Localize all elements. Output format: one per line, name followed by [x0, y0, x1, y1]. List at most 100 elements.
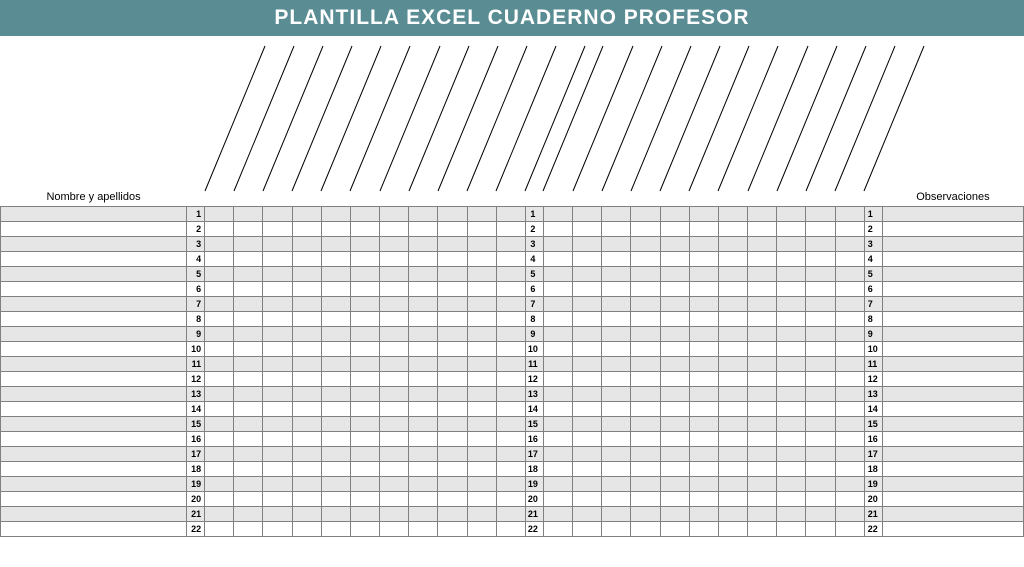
grade-cell[interactable] [543, 266, 572, 281]
grade-cell[interactable] [602, 341, 631, 356]
grade-cell[interactable] [496, 221, 525, 236]
grade-cell[interactable] [718, 431, 747, 446]
grade-cell[interactable] [438, 236, 467, 251]
grade-cell[interactable] [660, 206, 689, 221]
grade-cell[interactable] [631, 356, 660, 371]
grade-cell[interactable] [467, 461, 496, 476]
grade-cell[interactable] [806, 446, 835, 461]
grade-cell[interactable] [689, 356, 718, 371]
grade-cell[interactable] [777, 326, 806, 341]
grade-cell[interactable] [602, 431, 631, 446]
grade-cell[interactable] [438, 446, 467, 461]
grade-cell[interactable] [263, 296, 292, 311]
grade-cell[interactable] [806, 311, 835, 326]
grade-cell[interactable] [835, 221, 864, 236]
grade-cell[interactable] [234, 206, 263, 221]
grade-cell[interactable] [380, 341, 409, 356]
name-cell[interactable] [1, 266, 187, 281]
grade-cell[interactable] [380, 491, 409, 506]
grade-cell[interactable] [748, 476, 777, 491]
grade-cell[interactable] [573, 356, 602, 371]
grade-cell[interactable] [777, 266, 806, 281]
grade-cell[interactable] [777, 236, 806, 251]
grade-cell[interactable] [748, 356, 777, 371]
grade-cell[interactable] [806, 416, 835, 431]
grade-cell[interactable] [573, 236, 602, 251]
grade-cell[interactable] [205, 341, 234, 356]
grade-cell[interactable] [631, 341, 660, 356]
grade-cell[interactable] [263, 326, 292, 341]
grade-cell[interactable] [631, 371, 660, 386]
grade-cell[interactable] [467, 311, 496, 326]
grade-cell[interactable] [234, 461, 263, 476]
grade-cell[interactable] [543, 356, 572, 371]
grade-cell[interactable] [573, 476, 602, 491]
grade-cell[interactable] [350, 461, 379, 476]
grade-cell[interactable] [718, 506, 747, 521]
grade-cell[interactable] [496, 251, 525, 266]
grade-cell[interactable] [409, 521, 438, 536]
grade-cell[interactable] [409, 386, 438, 401]
grade-cell[interactable] [660, 311, 689, 326]
grade-cell[interactable] [467, 431, 496, 446]
grade-cell[interactable] [689, 446, 718, 461]
grade-cell[interactable] [777, 311, 806, 326]
observation-cell[interactable] [882, 266, 1023, 281]
grade-cell[interactable] [321, 281, 350, 296]
grade-cell[interactable] [835, 521, 864, 536]
observation-cell[interactable] [882, 311, 1023, 326]
grade-cell[interactable] [777, 386, 806, 401]
grade-cell[interactable] [660, 476, 689, 491]
grade-cell[interactable] [234, 386, 263, 401]
grade-cell[interactable] [718, 446, 747, 461]
grade-cell[interactable] [438, 431, 467, 446]
grade-cell[interactable] [350, 386, 379, 401]
grade-cell[interactable] [689, 266, 718, 281]
grade-cell[interactable] [350, 521, 379, 536]
grade-cell[interactable] [631, 506, 660, 521]
grade-cell[interactable] [689, 326, 718, 341]
grade-cell[interactable] [718, 206, 747, 221]
grade-cell[interactable] [777, 401, 806, 416]
grade-cell[interactable] [292, 431, 321, 446]
grade-cell[interactable] [205, 446, 234, 461]
name-cell[interactable] [1, 416, 187, 431]
grade-cell[interactable] [543, 431, 572, 446]
observation-cell[interactable] [882, 281, 1023, 296]
grade-cell[interactable] [631, 251, 660, 266]
grade-cell[interactable] [806, 461, 835, 476]
grade-cell[interactable] [748, 341, 777, 356]
grade-cell[interactable] [380, 416, 409, 431]
grade-cell[interactable] [748, 206, 777, 221]
grade-cell[interactable] [748, 446, 777, 461]
grade-cell[interactable] [777, 446, 806, 461]
grade-cell[interactable] [573, 221, 602, 236]
grade-cell[interactable] [631, 431, 660, 446]
grade-cell[interactable] [748, 386, 777, 401]
grade-cell[interactable] [350, 281, 379, 296]
grade-cell[interactable] [660, 521, 689, 536]
grade-cell[interactable] [602, 401, 631, 416]
grade-cell[interactable] [438, 371, 467, 386]
grade-cell[interactable] [467, 356, 496, 371]
grade-cell[interactable] [689, 491, 718, 506]
grade-cell[interactable] [602, 311, 631, 326]
grade-cell[interactable] [496, 296, 525, 311]
grade-cell[interactable] [602, 371, 631, 386]
grade-cell[interactable] [409, 341, 438, 356]
grade-cell[interactable] [777, 281, 806, 296]
grade-cell[interactable] [321, 266, 350, 281]
grade-cell[interactable] [777, 206, 806, 221]
name-cell[interactable] [1, 461, 187, 476]
grade-cell[interactable] [777, 356, 806, 371]
grade-cell[interactable] [718, 326, 747, 341]
grade-cell[interactable] [263, 281, 292, 296]
grade-cell[interactable] [748, 266, 777, 281]
grade-cell[interactable] [467, 446, 496, 461]
grade-cell[interactable] [350, 206, 379, 221]
grade-cell[interactable] [748, 221, 777, 236]
grade-cell[interactable] [292, 461, 321, 476]
grade-cell[interactable] [689, 416, 718, 431]
grade-cell[interactable] [350, 266, 379, 281]
grade-cell[interactable] [263, 236, 292, 251]
